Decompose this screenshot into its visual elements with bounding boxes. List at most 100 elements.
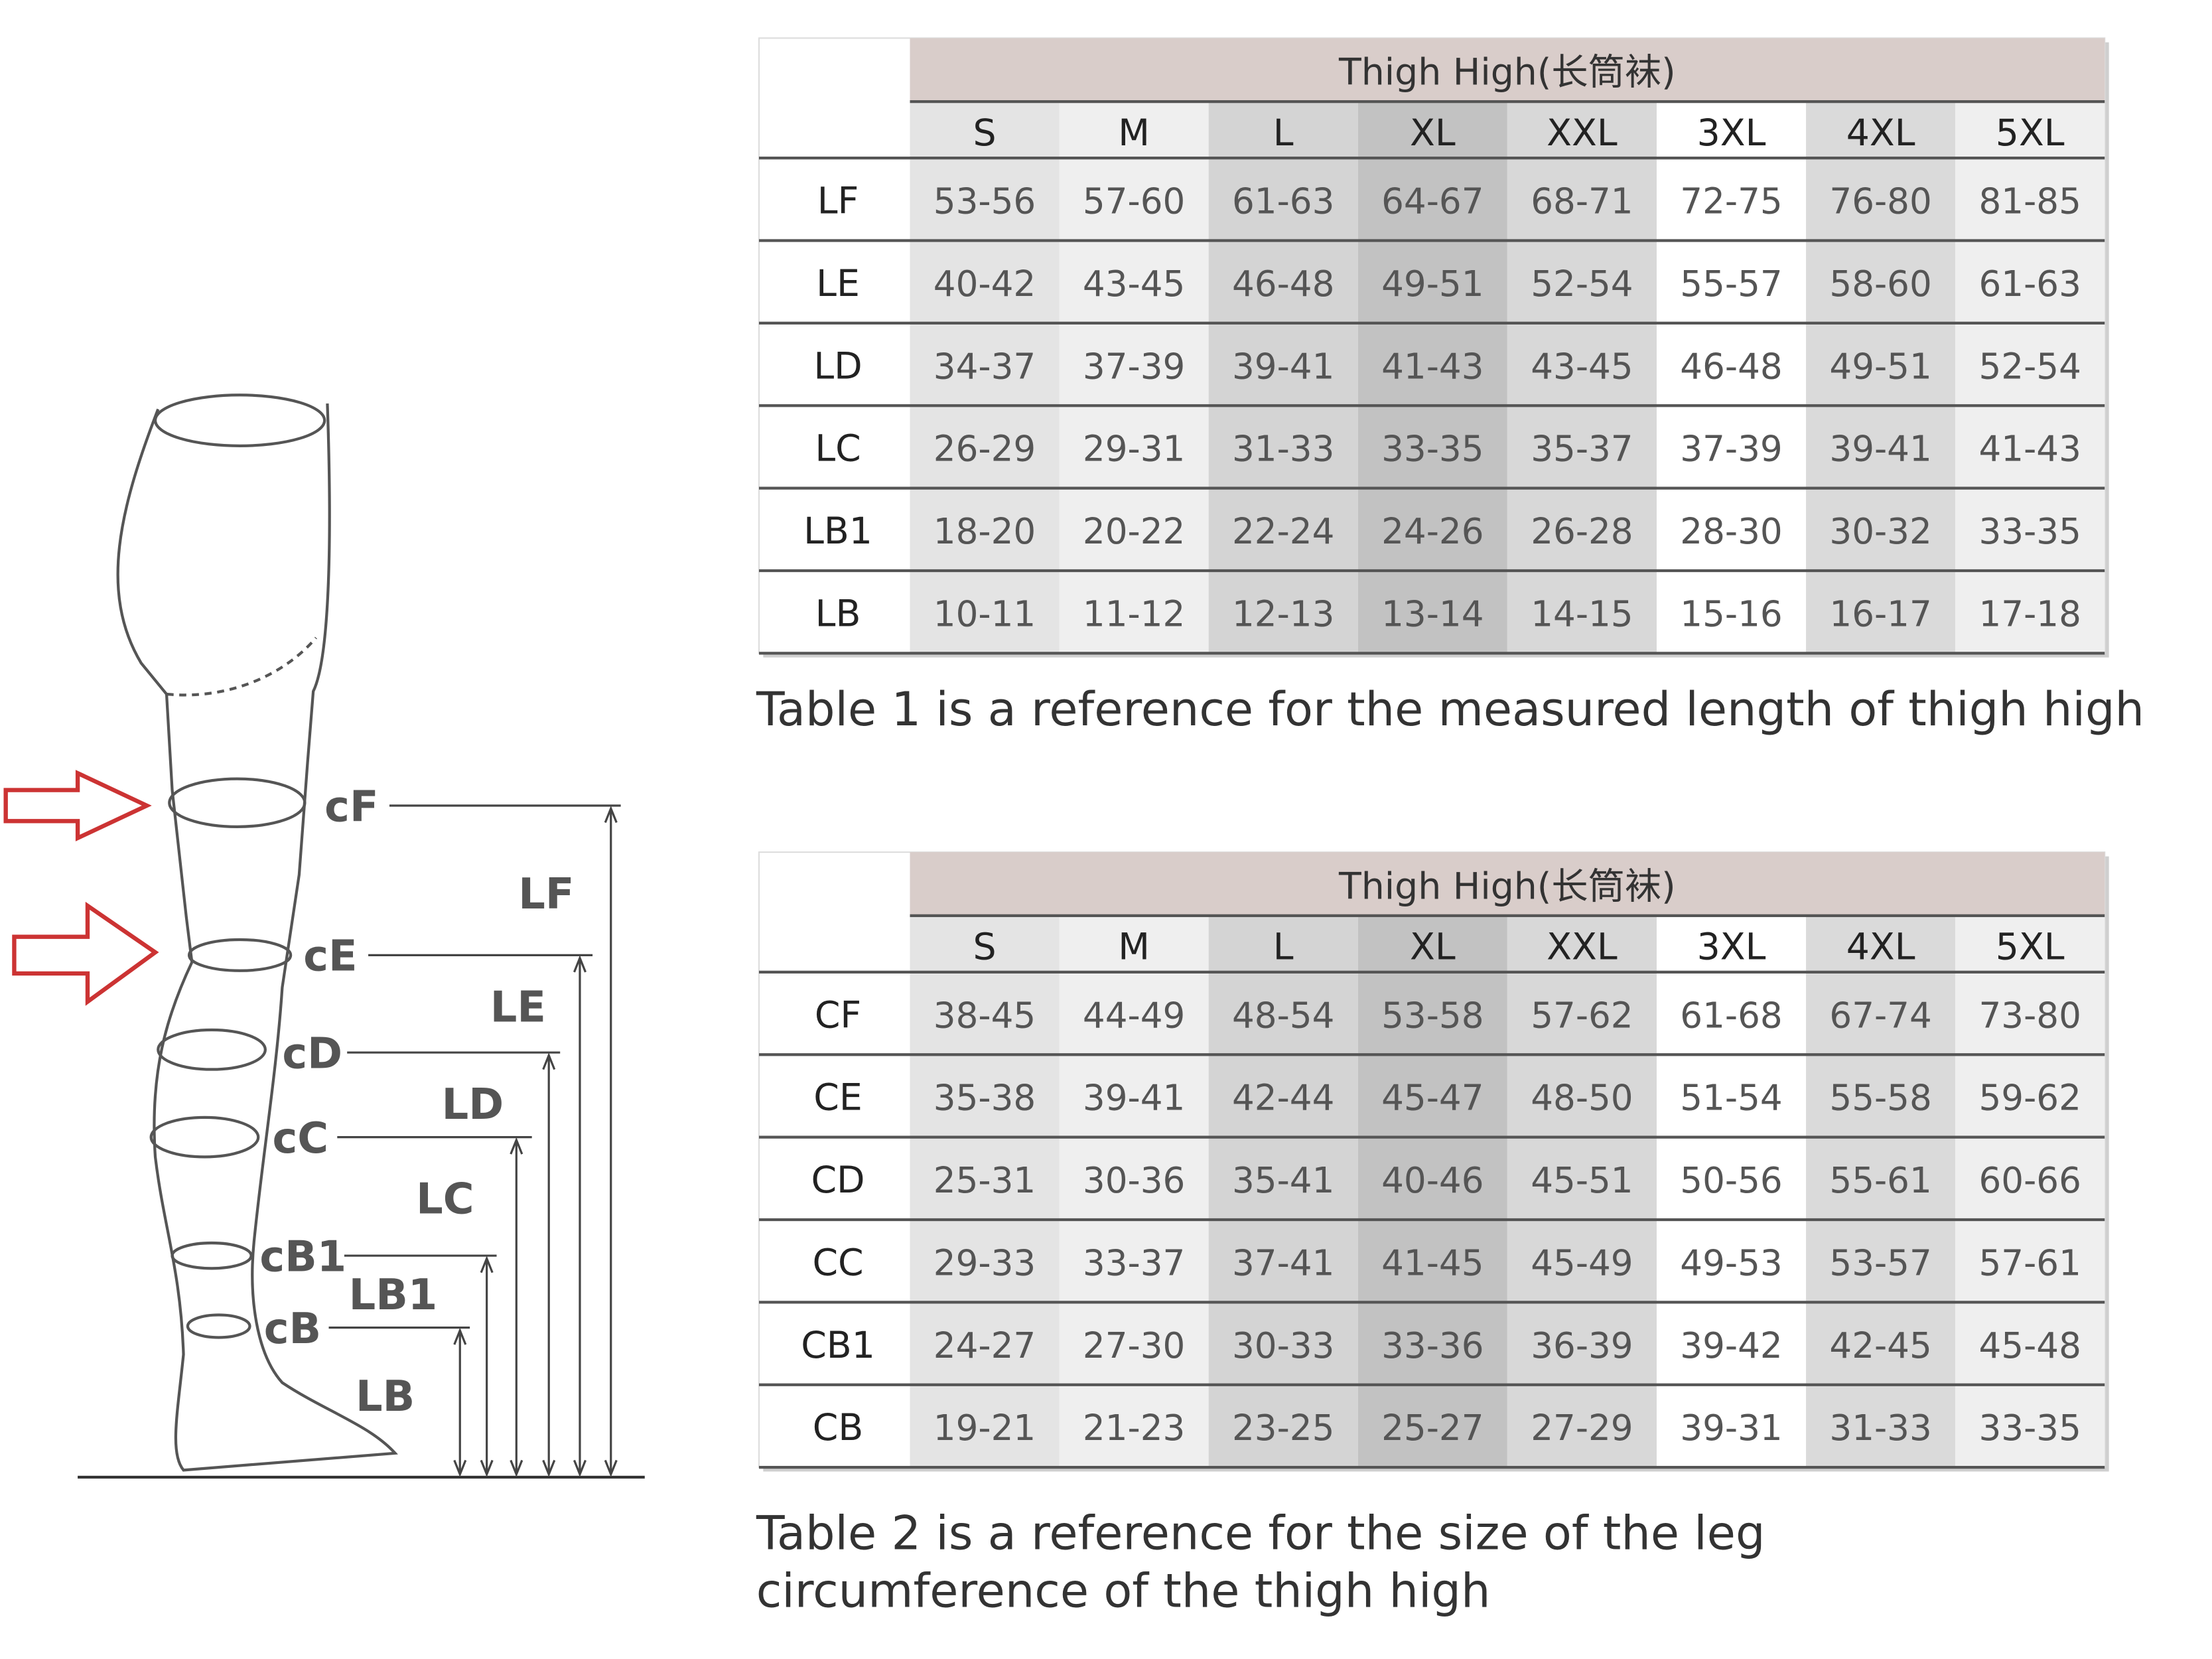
cell-value: 16-17	[1829, 593, 1931, 634]
cell-value: 48-50	[1531, 1078, 1633, 1119]
size-header: S	[973, 926, 996, 969]
cell-value: 58-60	[1829, 263, 1931, 305]
length-label: LF	[518, 870, 574, 919]
cell-value: 42-45	[1829, 1325, 1931, 1366]
leg-diagram	[3, 394, 645, 1479]
ring-cb	[186, 1313, 251, 1339]
cell-value: 49-53	[1680, 1242, 1782, 1283]
cell-value: 38-45	[933, 995, 1036, 1036]
cell-value: 39-41	[1829, 429, 1931, 470]
cell-value: 57-62	[1531, 995, 1633, 1036]
table-1: Thigh High(长筒袜) S M L XL XXL 3XL 4XL 5XL LF 53-56 5…	[758, 37, 2109, 658]
cell-value: 72-75	[1680, 181, 1782, 222]
cell-value: 41-45	[1381, 1242, 1484, 1283]
cell-value: 49-51	[1381, 263, 1484, 305]
cell-value: 76-80	[1829, 181, 1931, 222]
size-header: XL	[1410, 926, 1456, 969]
cell-value: 11-12	[1083, 593, 1185, 634]
cell-value: 27-29	[1531, 1407, 1633, 1449]
ring-cb1	[171, 1241, 253, 1270]
cell-value: 81-85	[1978, 181, 2081, 222]
cell-value: 12-13	[1232, 593, 1334, 634]
cell-value: 55-61	[1829, 1160, 1931, 1201]
title-band	[910, 852, 2105, 916]
row-label: CC	[812, 1242, 863, 1284]
cell-value: 67-74	[1829, 995, 1931, 1036]
row-label: CD	[811, 1159, 864, 1202]
size-header: L	[1273, 112, 1294, 155]
column-shade	[1806, 915, 1956, 1468]
length-label: LB1	[349, 1271, 438, 1320]
cell-value: 31-33	[1232, 429, 1334, 470]
size-header: 5XL	[1996, 112, 2065, 155]
cell-value: 29-31	[1083, 429, 1185, 470]
cell-value: 59-62	[1978, 1078, 2081, 1119]
cell-value: 33-35	[1978, 511, 2081, 552]
cell-value: 37-41	[1232, 1242, 1334, 1283]
row-label: LE	[816, 263, 860, 305]
cell-value: 57-60	[1083, 181, 1185, 222]
arrow-head	[480, 1256, 494, 1478]
cell-value: 39-42	[1680, 1325, 1782, 1366]
column-shade	[1806, 102, 1956, 654]
table-title: Thigh High(长筒袜)	[1338, 52, 1676, 94]
cell-value: 19-21	[933, 1407, 1036, 1449]
arrow-head	[573, 955, 587, 1478]
cell-value: 26-29	[933, 429, 1036, 470]
ring-cd	[157, 1028, 267, 1071]
size-header: 3XL	[1697, 926, 1766, 969]
cell-value: 39-31	[1680, 1407, 1782, 1449]
size-header: M	[1118, 112, 1150, 155]
cell-value: 37-39	[1083, 346, 1185, 387]
cell-value: 41-43	[1978, 429, 2081, 470]
cell-value: 41-43	[1381, 346, 1484, 387]
cell-value: 60-66	[1978, 1160, 2081, 1201]
cell-value: 34-37	[933, 346, 1036, 387]
column-shade	[1955, 102, 2105, 654]
cell-value: 33-36	[1381, 1325, 1484, 1366]
cell-value: 61-63	[1978, 263, 2081, 305]
leg-labels: cF cE cD cC cB1 cB LF LE LD LC LB1 LB	[259, 782, 621, 1478]
caption-1-box: Table 1 is a reference for the measured …	[756, 682, 2144, 737]
cell-value: 53-57	[1829, 1242, 1931, 1283]
column-shade	[1208, 102, 1358, 654]
column-shade	[1507, 102, 1657, 654]
ring-ce	[187, 938, 293, 972]
size-header: S	[973, 112, 996, 155]
column-shade	[1656, 915, 1807, 1468]
cell-value: 52-54	[1978, 346, 2081, 387]
size-header: 5XL	[1996, 926, 2065, 969]
arrow-head	[604, 805, 618, 1478]
cell-value: 43-45	[1083, 263, 1185, 305]
cell-value: 55-57	[1680, 263, 1782, 305]
circumference-label: cD	[282, 1029, 342, 1078]
cell-value: 13-14	[1381, 593, 1484, 634]
ring-cc	[149, 1116, 260, 1159]
column-shade	[910, 915, 1060, 1468]
row-label: LB1	[803, 510, 872, 553]
table-title: Thigh High(长筒袜)	[1338, 865, 1676, 908]
cell-value: 30-36	[1083, 1160, 1185, 1201]
arrow-head	[542, 1052, 556, 1478]
cell-value: 24-27	[933, 1325, 1036, 1366]
row-label: LF	[817, 180, 859, 223]
cell-value: 61-68	[1680, 995, 1782, 1036]
cell-value: 33-35	[1978, 1407, 2081, 1449]
length-label: LB	[356, 1372, 415, 1421]
cell-value: 35-37	[1531, 429, 1633, 470]
cell-value: 43-45	[1531, 346, 1633, 387]
cell-value: 73-80	[1978, 995, 2081, 1036]
cell-value: 39-41	[1232, 346, 1334, 387]
column-shade	[1656, 102, 1807, 654]
circumference-label: cE	[303, 932, 357, 981]
cell-value: 40-42	[933, 263, 1036, 305]
top-ring	[153, 394, 326, 447]
size-header: 4XL	[1846, 926, 1915, 969]
cell-value: 21-23	[1083, 1407, 1185, 1449]
size-header: 4XL	[1846, 112, 1915, 155]
cell-value: 45-51	[1531, 1160, 1633, 1201]
caption-2-box: Table 2 is a reference for the size of t…	[756, 1506, 1765, 1619]
cell-value: 68-71	[1531, 181, 1633, 222]
cell-value: 33-37	[1083, 1242, 1185, 1283]
size-header: XXL	[1547, 926, 1618, 969]
